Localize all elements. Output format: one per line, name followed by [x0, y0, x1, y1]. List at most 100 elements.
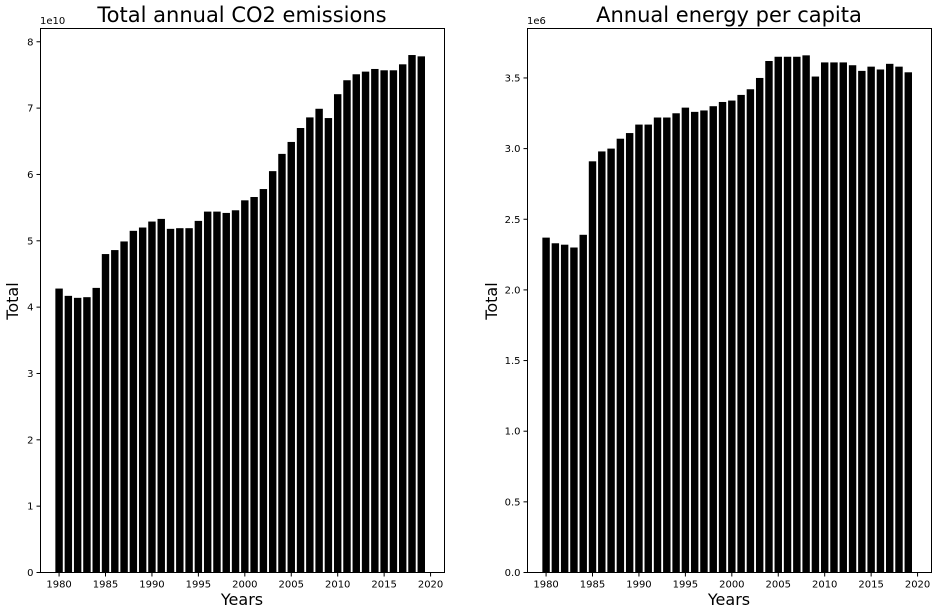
bar-1998 — [709, 106, 717, 573]
y-ticks: 0 1 2 3 4 5 6 7 8 — [27, 37, 41, 579]
bar-1981 — [64, 295, 73, 573]
bar-2015 — [867, 66, 875, 573]
bar-1998 — [222, 212, 230, 573]
bar-1988 — [616, 138, 625, 573]
bar-1999 — [231, 210, 240, 573]
y-offset-label: 1e6 — [527, 16, 546, 27]
y-axis-label: Total — [482, 282, 501, 320]
y-offset-label: 1e10 — [40, 16, 65, 27]
x-tick-label: 2005 — [766, 580, 791, 591]
bar-1984 — [579, 234, 587, 573]
bar-2011 — [830, 62, 838, 573]
y-tick-label: 0 — [27, 568, 33, 579]
bar-2005 — [774, 56, 782, 573]
x-tick-label: 2000 — [719, 580, 744, 591]
y-tick-label: 2.5 — [505, 215, 521, 226]
bar-2000 — [241, 200, 249, 573]
bar-2010 — [820, 62, 829, 573]
bar-2003 — [755, 77, 764, 573]
bar-1990 — [635, 124, 643, 573]
bar-1987 — [120, 241, 128, 573]
chart-title: Annual energy per capita — [596, 3, 862, 27]
y-tick-label: 0.5 — [505, 497, 521, 508]
bar-1988 — [129, 230, 138, 573]
bar-1986 — [598, 151, 606, 573]
x-tick-label: 2015 — [858, 580, 883, 591]
bar-1991 — [157, 218, 165, 573]
x-tick-label: 1985 — [93, 580, 118, 591]
y-tick-label: 2.0 — [505, 285, 521, 296]
y-tick-label: 5 — [27, 236, 33, 247]
bar-2003 — [268, 171, 277, 573]
bar-1997 — [700, 110, 708, 573]
x-tick-label: 1990 — [626, 580, 651, 591]
bar-1995 — [681, 107, 690, 573]
bar-2004 — [765, 60, 773, 573]
bar-2000 — [728, 100, 736, 573]
bar-2010 — [333, 94, 342, 573]
y-tick-label: 1 — [27, 502, 33, 513]
bar-1989 — [138, 227, 147, 573]
bar-2002 — [259, 189, 268, 573]
energy-per-capita-chart: Annual energy per capita 1e6 Years Total… — [482, 3, 932, 609]
bar-1982 — [73, 297, 82, 573]
bar-1984 — [92, 287, 100, 573]
bar-1986 — [111, 250, 119, 573]
bar-1992 — [653, 117, 662, 573]
bar-2001 — [250, 197, 258, 573]
y-tick-label: 1.0 — [505, 427, 521, 438]
bar-1982 — [560, 244, 569, 573]
bar-1994 — [185, 228, 193, 573]
bar-2008 — [315, 108, 323, 573]
bar-2002 — [746, 89, 755, 573]
bar-2011 — [343, 80, 351, 573]
bar-2019 — [417, 56, 425, 573]
bar-2015 — [380, 70, 388, 573]
bar-2016 — [876, 69, 885, 573]
x-tick-label: 2005 — [279, 580, 304, 591]
y-tick-label: 4 — [27, 303, 33, 314]
bar-2014 — [371, 68, 379, 573]
bar-1995 — [194, 220, 203, 573]
y-tick-label: 3.0 — [505, 144, 521, 155]
bar-1991 — [644, 124, 652, 573]
bar-1980 — [55, 288, 63, 573]
chart-title: Total annual CO2 emissions — [96, 3, 386, 27]
bar-1997 — [213, 211, 221, 573]
bar-series — [55, 55, 425, 573]
bar-2013 — [361, 71, 370, 573]
x-tick-label: 2015 — [371, 580, 396, 591]
bar-2019 — [904, 72, 912, 573]
bar-1985 — [588, 161, 597, 573]
y-axis-label: Total — [3, 282, 22, 320]
bar-2008 — [802, 55, 810, 573]
bar-1981 — [551, 243, 560, 573]
y-tick-label: 1.5 — [505, 356, 521, 367]
bar-2007 — [306, 117, 314, 573]
plot-frame — [527, 28, 932, 573]
bar-2017 — [398, 64, 407, 573]
x-ticks: 1980 1985 1990 1995 2000 2005 2010 2015 2020 — [533, 572, 930, 591]
x-tick-label: 2010 — [812, 580, 837, 591]
bar-1983 — [570, 247, 578, 573]
x-tick-label: 1995 — [186, 580, 211, 591]
bar-1996 — [690, 111, 699, 573]
x-tick-label: 2000 — [232, 580, 257, 591]
bar-2012 — [352, 74, 360, 573]
bar-2006 — [296, 128, 305, 573]
bar-1993 — [176, 228, 184, 573]
y-tick-label: 2 — [27, 435, 33, 446]
bar-2012 — [839, 62, 847, 573]
bar-1993 — [663, 117, 671, 573]
x-tick-label: 1980 — [533, 580, 558, 591]
bar-2018 — [408, 55, 416, 573]
bar-1987 — [607, 148, 615, 573]
x-tick-label: 1990 — [139, 580, 164, 591]
y-tick-label: 3 — [27, 369, 33, 380]
plot-frame — [40, 28, 445, 573]
bar-1983 — [83, 297, 91, 573]
bar-2018 — [895, 66, 903, 573]
y-tick-label: 3.5 — [505, 73, 521, 84]
bar-1996 — [203, 211, 212, 573]
